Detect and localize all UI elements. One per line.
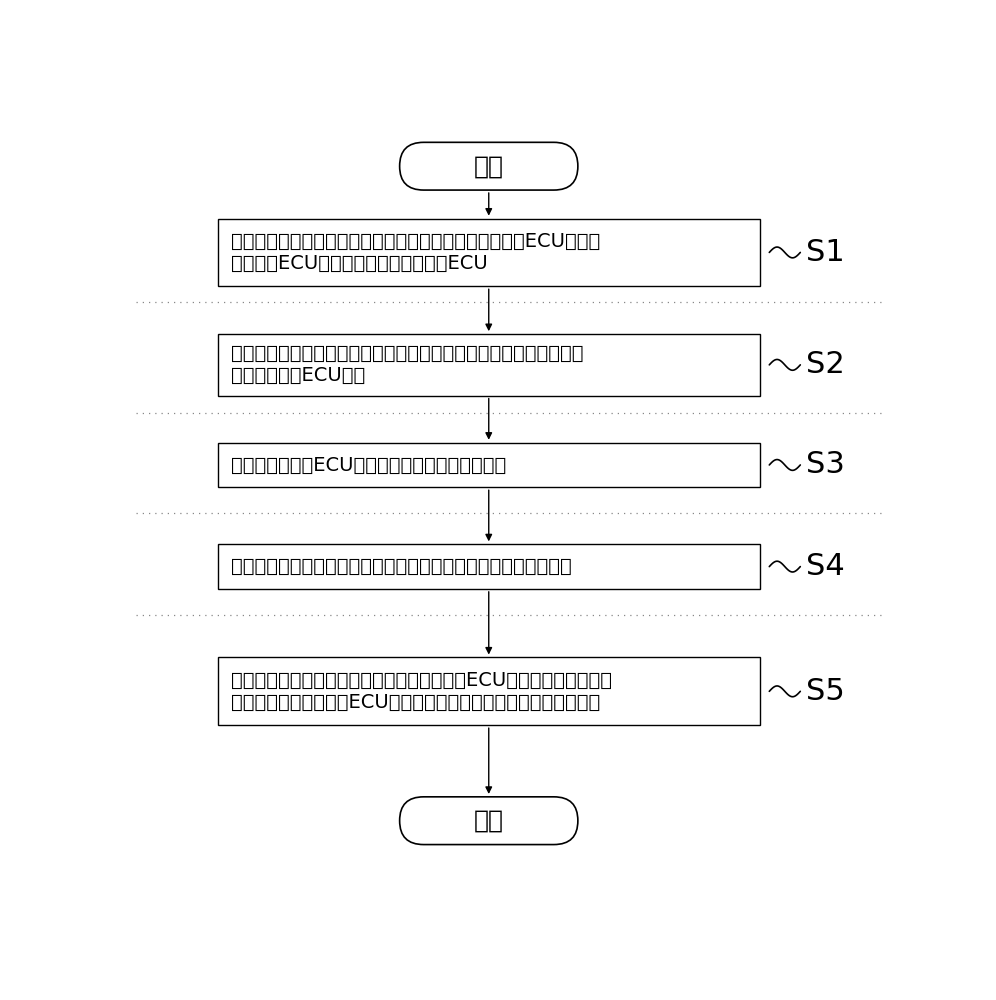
Bar: [217, 334, 760, 396]
Bar: [217, 657, 760, 725]
Bar: [217, 544, 760, 589]
Text: 上位机扫描车载ECU设备节点，并获取目标升级包: 上位机扫描车载ECU设备节点，并获取目标升级包: [231, 455, 507, 474]
Text: 提取目标升级包的对象标识，确定目标升级包耦合的目标镜像文件: 提取目标升级包的对象标识，确定目标升级包耦合的目标镜像文件: [231, 557, 572, 576]
FancyBboxPatch shape: [399, 797, 578, 845]
Bar: [217, 443, 760, 487]
Text: 预先通过串口线束将车体各部位的传感器执行器连接区域ECU，并且
不同区域ECU进行串口线束连接于车载ECU: 预先通过串口线束将车体各部位的传感器执行器连接区域ECU，并且 不同区域ECU进…: [231, 232, 601, 273]
Text: 确定对象标识耦合目标镜像文件并向所述车载ECU设备节点发送该目标
镜像文件，以指示车载ECU设备节点根据所述目标镜像文件进行升级: 确定对象标识耦合目标镜像文件并向所述车载ECU设备节点发送该目标 镜像文件，以指…: [231, 671, 613, 712]
Text: S1: S1: [807, 238, 846, 267]
Text: S3: S3: [807, 450, 846, 479]
Text: S2: S2: [807, 350, 846, 379]
Text: 结束: 结束: [474, 809, 504, 833]
Bar: [217, 219, 760, 286]
Text: 通信接口将不同的通信总线转换成一致的通信总线，上位机通过该通
信接口与车载ECU连接: 通信接口将不同的通信总线转换成一致的通信总线，上位机通过该通 信接口与车载ECU…: [231, 344, 584, 385]
Text: S5: S5: [807, 677, 846, 706]
Text: 开始: 开始: [474, 154, 504, 178]
Text: S4: S4: [807, 552, 846, 581]
FancyBboxPatch shape: [399, 142, 578, 190]
